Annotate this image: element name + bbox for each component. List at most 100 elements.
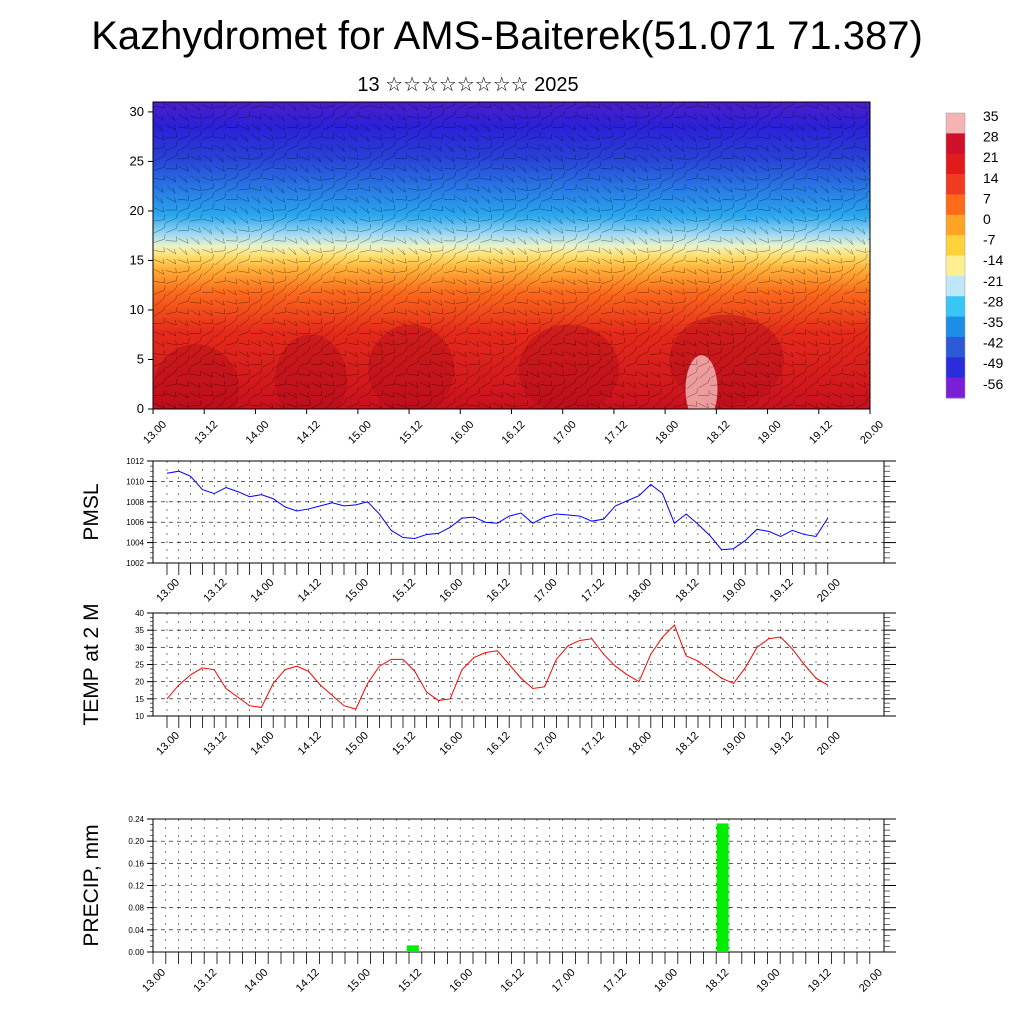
- wind-barb: [820, 360, 829, 369]
- wind-barb: [795, 195, 805, 204]
- wind-barb: [287, 350, 297, 358]
- wind-barb: [262, 239, 274, 243]
- wind-barb: [601, 352, 612, 357]
- wind-barb-flag: [539, 183, 541, 189]
- wind-barb-flag: [163, 174, 165, 181]
- wind-barb-flag: [756, 247, 758, 253]
- wind-barb: [335, 402, 346, 409]
- wind-barb: [746, 363, 758, 366]
- wind-barb-flag: [609, 259, 612, 265]
- wind-barb: [710, 240, 722, 242]
- wind-barb-flag: [623, 309, 625, 315]
- wind-barb-flag: [744, 370, 746, 376]
- wind-barb: [275, 371, 285, 379]
- wind-barb-flag: [839, 238, 842, 244]
- wind-barb-flag: [259, 113, 262, 119]
- wind-barb: [335, 289, 346, 296]
- wind-barb: [698, 228, 709, 234]
- wind-barb-flag: [429, 326, 432, 332]
- wind-barb: [396, 186, 406, 193]
- wind-barb-flag: [501, 320, 504, 326]
- wind-barb-flag: [563, 182, 565, 188]
- wind-barb-flag: [270, 115, 273, 121]
- wind-barb: [505, 103, 515, 111]
- wind-barb-flag: [684, 368, 686, 374]
- wind-barb: [626, 340, 636, 348]
- wind-barb-flag: [793, 161, 795, 168]
- wind-barb-flag: [281, 188, 285, 194]
- wind-barb-flag: [188, 131, 190, 137]
- wind-barb-flag: [744, 202, 747, 208]
- wind-barb: [177, 372, 189, 377]
- wind-barb: [201, 146, 213, 150]
- wind-barb: [457, 319, 466, 327]
- wind-barb-flag: [792, 267, 794, 273]
- colorbar-label: -21: [983, 273, 1003, 289]
- wind-barb-flag: [345, 378, 347, 384]
- wind-barb-flag: [297, 368, 299, 374]
- wind-barb: [783, 125, 794, 131]
- wind-barb: [372, 123, 382, 132]
- wind-barb: [213, 250, 226, 252]
- wind-barb-flag: [611, 294, 614, 300]
- wind-barb: [419, 218, 431, 222]
- wind-barb: [698, 177, 709, 181]
- wind-barb: [359, 249, 371, 253]
- wind-barb-flag: [369, 152, 372, 158]
- wind-barb: [383, 145, 395, 151]
- wind-barb-flag: [442, 316, 444, 322]
- wind-barb-flag: [635, 193, 638, 199]
- wind-barb-flag: [259, 269, 261, 275]
- wind-barb: [238, 381, 249, 389]
- wind-barb: [637, 177, 649, 181]
- wind-barb: [250, 249, 262, 253]
- wind-barb-flag: [817, 234, 819, 240]
- wind-barb: [649, 290, 661, 295]
- wind-barb: [747, 237, 757, 245]
- wind-barb: [178, 166, 189, 172]
- wind-barb-flag: [320, 263, 323, 269]
- wind-barb-flag: [320, 335, 323, 341]
- wind-barb: [298, 219, 310, 222]
- wind-barb: [444, 104, 455, 110]
- wind-barb: [758, 178, 770, 180]
- temp2m-y-tick-label: 15: [135, 695, 144, 704]
- temp2m-y-tick-label: 40: [135, 609, 144, 618]
- wind-barb-flag: [864, 310, 867, 316]
- wind-barb-flag: [753, 239, 757, 245]
- wind-barb-flag: [212, 183, 214, 189]
- wind-barb-flag: [441, 325, 444, 331]
- wind-barb-flag: [500, 259, 503, 265]
- wind-barb: [807, 269, 818, 275]
- wind-barb-flag: [659, 263, 662, 269]
- pmsl-x-tick-label: 17.00: [532, 577, 560, 605]
- wind-barb-flag: [597, 341, 600, 347]
- wind-barb: [371, 281, 383, 284]
- wind-barb-flag: [476, 341, 479, 347]
- wind-barb-flag: [671, 371, 673, 377]
- wind-barb: [577, 341, 588, 347]
- wind-barb-flag: [175, 268, 177, 274]
- wind-barb: [310, 322, 322, 324]
- wind-barb: [661, 311, 673, 315]
- heatmap-x-tick-label: 18.00: [653, 419, 681, 447]
- wind-barb: [189, 373, 201, 376]
- wind-barb-flag: [804, 376, 807, 382]
- wind-barb: [153, 135, 165, 141]
- wind-barb: [589, 403, 600, 409]
- wind-barb-flag: [248, 304, 251, 311]
- temp2m-x-tick-label: 17.12: [579, 730, 607, 758]
- wind-barb-flag: [729, 105, 732, 111]
- wind-barb: [153, 147, 165, 150]
- wind-barb-flag: [211, 144, 214, 150]
- wind-barb-flag: [488, 341, 491, 347]
- wind-barb: [831, 135, 842, 141]
- wind-barb: [758, 353, 770, 355]
- wind-barb-flag: [850, 239, 854, 245]
- wind-barb-flag: [646, 310, 649, 316]
- wind-barb: [286, 157, 298, 160]
- wind-barb: [699, 123, 708, 132]
- wind-barb: [262, 281, 274, 284]
- wind-barb-flag: [406, 368, 408, 374]
